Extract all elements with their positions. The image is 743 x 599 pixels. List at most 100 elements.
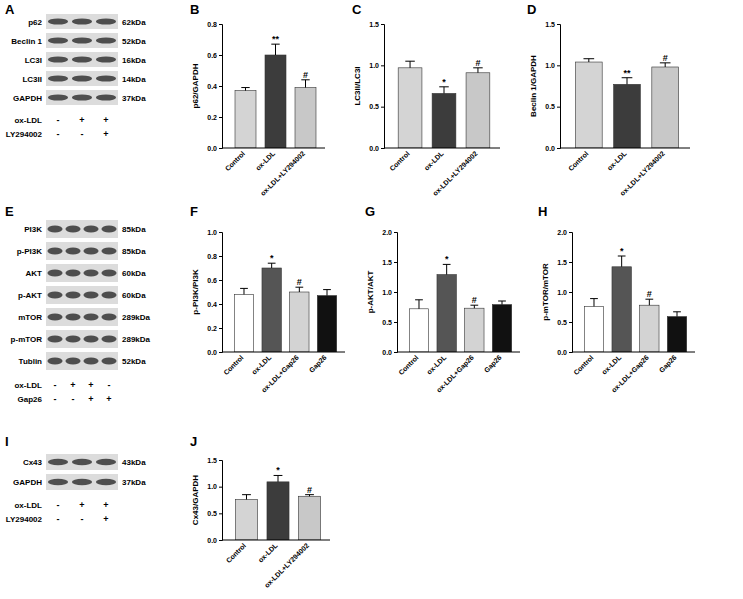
treatment-sign: - [81,514,84,524]
y-tick-label: 0.0 [207,145,217,152]
y-tick-label: 1.5 [382,259,392,266]
significance-label: * [270,253,274,263]
y-axis-title: LC3II/LC3I [353,66,362,105]
bar [492,305,511,352]
y-axis-line [219,25,223,149]
blot-band [47,291,62,298]
y-tick-label: 0.0 [382,349,392,356]
blot-band [72,459,92,465]
blot-band [101,335,116,342]
bar [612,267,631,352]
blot-band [83,269,98,276]
y-tick: 0.0 [207,145,222,152]
y-tick: 0.0 [207,349,222,356]
treatment-sign: + [103,115,108,125]
y-tick: 1.0 [382,289,397,296]
y-tick-mark [394,352,397,353]
blot-strip [46,242,118,260]
error-stem [446,264,447,274]
significance-label: # [297,277,302,287]
x-tick-label: ox-LDL+Gap26 [435,354,476,395]
row-label: p-AKT [18,291,42,300]
y-axis-title: Cx43/GAPDH [191,475,200,525]
x-tick-label: ox-LDL [423,149,446,172]
panel-label: J [190,434,197,449]
y-tick-mark [557,65,560,66]
plot-area [235,475,320,540]
y-tick-label: 1.0 [382,289,392,296]
error-stem [275,44,276,55]
bar [466,73,490,148]
error-bar [415,300,423,309]
y-axis: 0.00.20.40.60.81.0 [207,229,222,356]
plot-area [575,59,678,148]
bar [290,292,309,352]
treatment-sign: - [108,380,111,390]
treatment-sign: - [72,394,75,404]
blot-band [101,291,116,298]
error-stem [278,475,279,481]
y-tick-mark [381,107,384,108]
row-size: 37kDa [122,478,146,487]
treatment-sign: + [106,394,111,404]
error-stem [243,288,244,294]
x-tick-label: Control [388,150,411,173]
y-tick-label: 0.8 [207,253,217,260]
y-tick: 0.8 [207,21,222,28]
y-tick-label: 0.0 [557,349,567,356]
y-tick: 0.4 [207,83,222,90]
bar [235,91,256,148]
error-bar [622,78,633,85]
error-bar [590,299,598,307]
blot-band [48,56,68,62]
row-size: 289kDa [122,335,151,344]
x-tick-label: Control [567,150,590,173]
row-label: LC3I [25,56,42,65]
y-tick-mark [394,322,397,323]
y-axis-title: p-mTOR/mTOR [541,263,550,321]
y-tick-mark [219,148,222,149]
panel-label: H [538,204,547,219]
y-tick: 0.5 [369,103,384,110]
y-tick-mark [219,352,222,353]
error-stem [593,299,594,307]
y-axis-title: p-PI3K/PI3K [191,269,200,315]
y-tick-label: 0.8 [207,21,217,28]
row-size: 60kDa [122,291,146,300]
y-tick-label: 1.5 [369,21,379,28]
bar [267,482,289,540]
blot-strip [46,52,118,67]
error-bar [645,299,653,305]
row-size: 85kDa [122,247,146,256]
row-size: 60kDa [122,269,146,278]
row-label: p62 [28,18,42,27]
bar [614,84,641,148]
significance-label: # [475,58,480,68]
y-tick: 1.5 [557,259,572,266]
row-label: GAPDH [13,94,42,103]
blot-band [65,247,80,254]
y-tick-mark [219,304,222,305]
y-tick-mark [381,24,384,25]
blot-strip [46,264,118,282]
error-bar [301,80,309,88]
y-axis: 0.00.51.01.52.0 [557,229,572,356]
blot-band [48,479,68,485]
blot-band [48,75,68,81]
y-tick-mark [219,540,222,541]
y-tick: 0.0 [557,349,572,356]
treatment-sign: - [57,514,60,524]
row-size: 43kDa [122,458,146,467]
bar [409,309,428,352]
error-stem [477,68,478,73]
y-tick-label: 1.0 [557,289,567,296]
y-tick-label: 0.6 [207,277,217,284]
blot-band [47,269,62,276]
bar [398,68,422,148]
error-bar [241,88,249,91]
blot-strip [46,71,118,86]
y-tick-mark [219,232,222,233]
x-tick-label: Control [225,542,248,565]
x-axis-line [384,148,500,149]
y-tick: 2.0 [382,229,397,236]
